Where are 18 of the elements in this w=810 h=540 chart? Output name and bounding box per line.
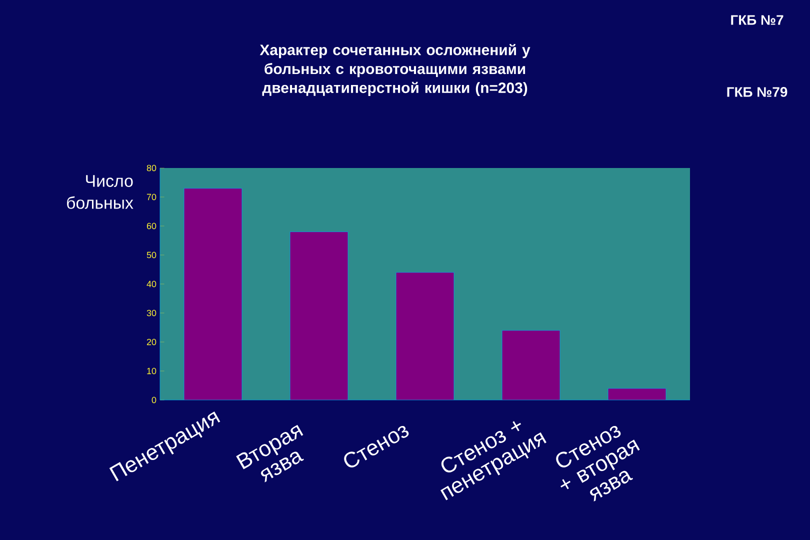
y-tick-label: 70 bbox=[146, 194, 156, 200]
y-tick-label: 40 bbox=[146, 280, 156, 288]
y-tick-label: 20 bbox=[146, 338, 156, 346]
y-axis-title: Число больных bbox=[67, 175, 134, 209]
chart-title: Характер сочетанных осложнений у больных с кровоточащими язвами двенадцатиперстной кишки (n=203) bbox=[260, 44, 530, 96]
bar bbox=[290, 232, 348, 400]
bar bbox=[608, 388, 666, 400]
y-tick-label: 30 bbox=[146, 310, 156, 316]
bar bbox=[184, 188, 242, 400]
text: ГКБ №79 bbox=[727, 87, 788, 97]
y-tick-label: 50 bbox=[146, 252, 156, 258]
y-tick-label: 0 bbox=[152, 396, 156, 404]
bar bbox=[502, 330, 560, 400]
y-tick-label: 80 bbox=[146, 164, 156, 172]
y-tick-label: 60 bbox=[146, 222, 156, 230]
text: ГКБ №7 bbox=[731, 15, 784, 25]
bar bbox=[396, 272, 454, 400]
y-tick-label: 10 bbox=[147, 368, 156, 374]
